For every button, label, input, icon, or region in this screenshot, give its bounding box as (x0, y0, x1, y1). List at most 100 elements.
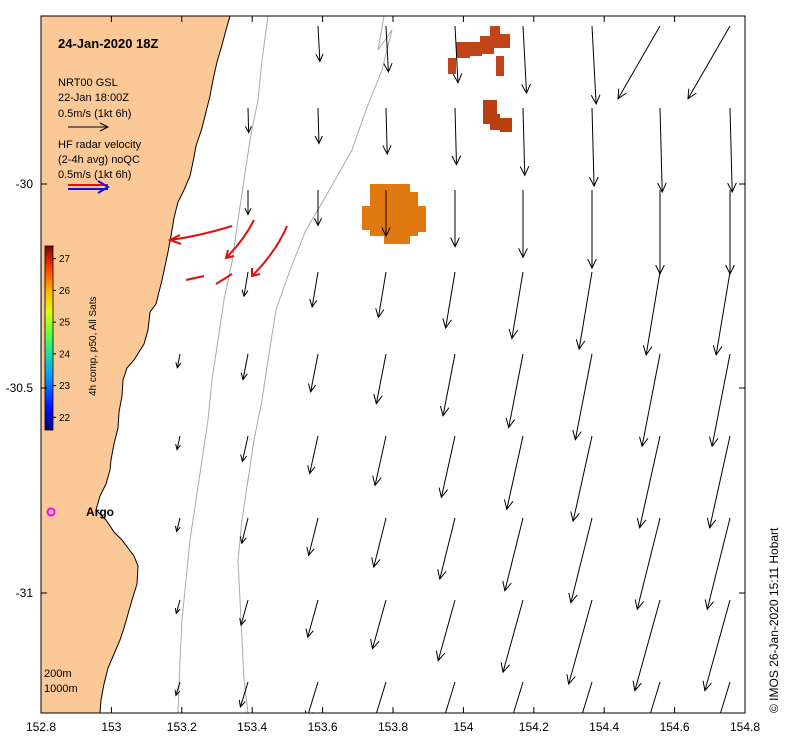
gsl-arrow (578, 271, 593, 350)
gsl-arrow (617, 25, 661, 99)
gsl-arrow (591, 107, 595, 187)
gsl-arrow (439, 517, 456, 580)
gsl-arrow-head (687, 88, 697, 100)
gsl-arrow (687, 25, 731, 99)
gsl-legend-arrow (68, 122, 110, 132)
gsl-arrow (307, 599, 319, 638)
gsl-arrow-head (503, 499, 514, 511)
gsl-arrow (317, 25, 321, 62)
gsl-arrow-head (370, 638, 380, 650)
gsl-arrow-head (239, 618, 247, 627)
gsl-arrow-head (572, 429, 582, 441)
gsl-arrow (572, 435, 593, 522)
y-tick-label: -30.5 (6, 381, 34, 395)
gsl-arrow (711, 353, 731, 447)
gsl-legend-scale: 0.5m/s (1kt 6h) (58, 108, 131, 120)
x-axis: 152.8 153 153.2 153.4 153.6 153.8 154 154.2 154.… (26, 16, 760, 734)
gsl-arrow-head (639, 436, 649, 448)
bathymetry-contour-200m (177, 16, 269, 713)
gsl-arrow-head (435, 650, 446, 662)
gsl-arrow-head (636, 517, 647, 529)
hf-radar-arrow (169, 225, 233, 241)
gsl-arrow-head (307, 465, 316, 475)
gsl-arrow (375, 353, 387, 404)
gsl-arrow-head (306, 546, 315, 557)
gsl-arrow-head (381, 227, 391, 238)
gsl-arrow-head (375, 308, 385, 319)
gsl-arrow-head (240, 372, 248, 381)
gsl-arrow (504, 517, 524, 591)
x-tick-label: 154.8 (730, 720, 760, 734)
gsl-arrow-head (244, 208, 252, 216)
gsl-velocity-arrows (174, 25, 737, 731)
gsl-arrow-head (632, 680, 642, 692)
gsl-arrow (175, 599, 181, 614)
colorbar-tick-label: 22 (59, 413, 71, 424)
gsl-arrow-head (575, 339, 586, 351)
hf-radar-arrow-head (251, 268, 261, 278)
gsl-arrow (511, 271, 524, 339)
gsl-arrow-head (373, 393, 383, 405)
gsl-arrow (373, 517, 387, 568)
gsl-arrow-head (305, 628, 314, 639)
gsl-arrow-head (617, 88, 627, 100)
gsl-arrow-head (508, 328, 519, 340)
hf-radar-arrow-head (224, 249, 235, 260)
gsl-arrow-head (309, 298, 318, 309)
hf-radar-arrows (167, 219, 288, 285)
gsl-arrow (634, 599, 661, 691)
gsl-arrow-head (238, 699, 246, 709)
gsl-arrow (574, 353, 593, 440)
gsl-arrow-head (702, 680, 712, 692)
gsl-arrow-head (712, 345, 723, 356)
x-tick-label: 153.2 (167, 720, 197, 734)
gsl-arrow (719, 681, 731, 713)
gsl-arrow-head (451, 155, 462, 166)
gsl-arrow (512, 681, 524, 713)
bathymetry-contour-1000m (237, 16, 393, 713)
gsl-arrow (243, 271, 249, 297)
gsl-arrow-head (568, 592, 578, 604)
gsl-arrow-head (642, 345, 653, 356)
gsl-arrow (240, 599, 249, 626)
x-tick-label: 154.6 (660, 720, 690, 734)
gsl-arrow-head (589, 176, 599, 188)
bathy-label-1000m: 1000m (44, 683, 78, 695)
gsl-arrow (641, 353, 661, 447)
colorbar-ticks: 27 26 25 24 23 22 (53, 254, 71, 424)
gsl-arrow-head (442, 318, 452, 330)
gsl-arrow (310, 353, 319, 392)
gsl-arrow (649, 681, 661, 713)
hf-legend-sub: (2-4h avg) noQC (58, 154, 140, 166)
colorbar-tick-label: 24 (59, 349, 71, 360)
gsl-arrow-head (174, 525, 181, 533)
gsl-arrow-head (174, 607, 181, 615)
gsl-arrow (444, 681, 456, 713)
gsl-arrow (317, 107, 320, 144)
gsl-arrow (374, 435, 387, 486)
gsl-arrow (377, 271, 387, 318)
gsl-arrow-head (590, 94, 601, 106)
gsl-arrow-head (370, 721, 378, 731)
hf-radar-arrow (225, 219, 255, 259)
gsl-arrow (522, 25, 528, 94)
y-axis: -30 -30.5 -31 (6, 177, 745, 600)
gsl-arrow-head (382, 145, 392, 156)
gsl-arrow (375, 681, 387, 713)
gsl-arrow (309, 435, 319, 474)
gsl-arrow (247, 107, 250, 133)
gsl-arrow (385, 107, 388, 155)
argo-label: Argo (86, 505, 114, 519)
y-tick-label: -30 (16, 177, 34, 191)
gsl-legend-time: 22-Jan 18:00Z (58, 92, 129, 104)
gsl-arrow (311, 271, 319, 308)
gsl-arrow-head (502, 580, 512, 592)
gsl-arrow (176, 435, 181, 450)
gsl-arrow-head (727, 182, 737, 194)
gsl-arrow-head (372, 475, 382, 487)
credit-text: © IMOS 26-Jan-2020 15:11 Hobart (767, 527, 781, 713)
gsl-arrow (502, 599, 524, 673)
x-tick-label: 153.8 (378, 720, 408, 734)
colorbar-tick-label: 25 (59, 318, 71, 329)
